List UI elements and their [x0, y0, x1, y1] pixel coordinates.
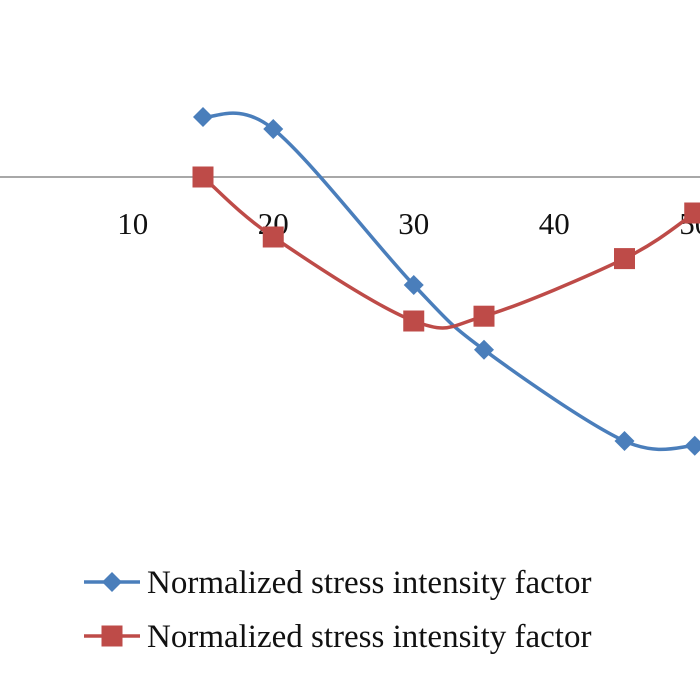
data-point-series-2	[684, 203, 700, 224]
data-point-series-1	[615, 431, 635, 451]
data-point-series-2	[614, 248, 635, 269]
legend-item-1: Normalized stress intensity factor	[84, 565, 591, 601]
data-point-series-1	[193, 107, 213, 127]
legend: Normalized stress intensity factor Normal…	[84, 565, 591, 655]
data-point-series-2	[193, 167, 214, 188]
legend-marker-1	[102, 572, 122, 592]
series-lines	[203, 113, 695, 449]
legend-label-1: Normalized stress intensity factor	[147, 565, 591, 601]
x-tick-label: 10	[117, 206, 148, 241]
line-chart: 1020304050 Normalized stress intensity f…	[0, 0, 700, 700]
x-tick-label: 40	[539, 206, 570, 241]
legend-marker-2	[102, 626, 123, 647]
legend-label-2: Normalized stress intensity factor	[147, 619, 591, 655]
data-point-series-2	[263, 227, 284, 248]
x-tick-label: 30	[398, 206, 429, 241]
series-markers	[193, 107, 700, 456]
data-point-series-2	[403, 311, 424, 332]
legend-item-2: Normalized stress intensity factor	[84, 619, 591, 655]
data-point-series-2	[474, 306, 495, 327]
series-line-1	[203, 113, 695, 449]
data-point-series-1	[685, 436, 700, 456]
x-tick-labels: 1020304050	[117, 206, 700, 241]
